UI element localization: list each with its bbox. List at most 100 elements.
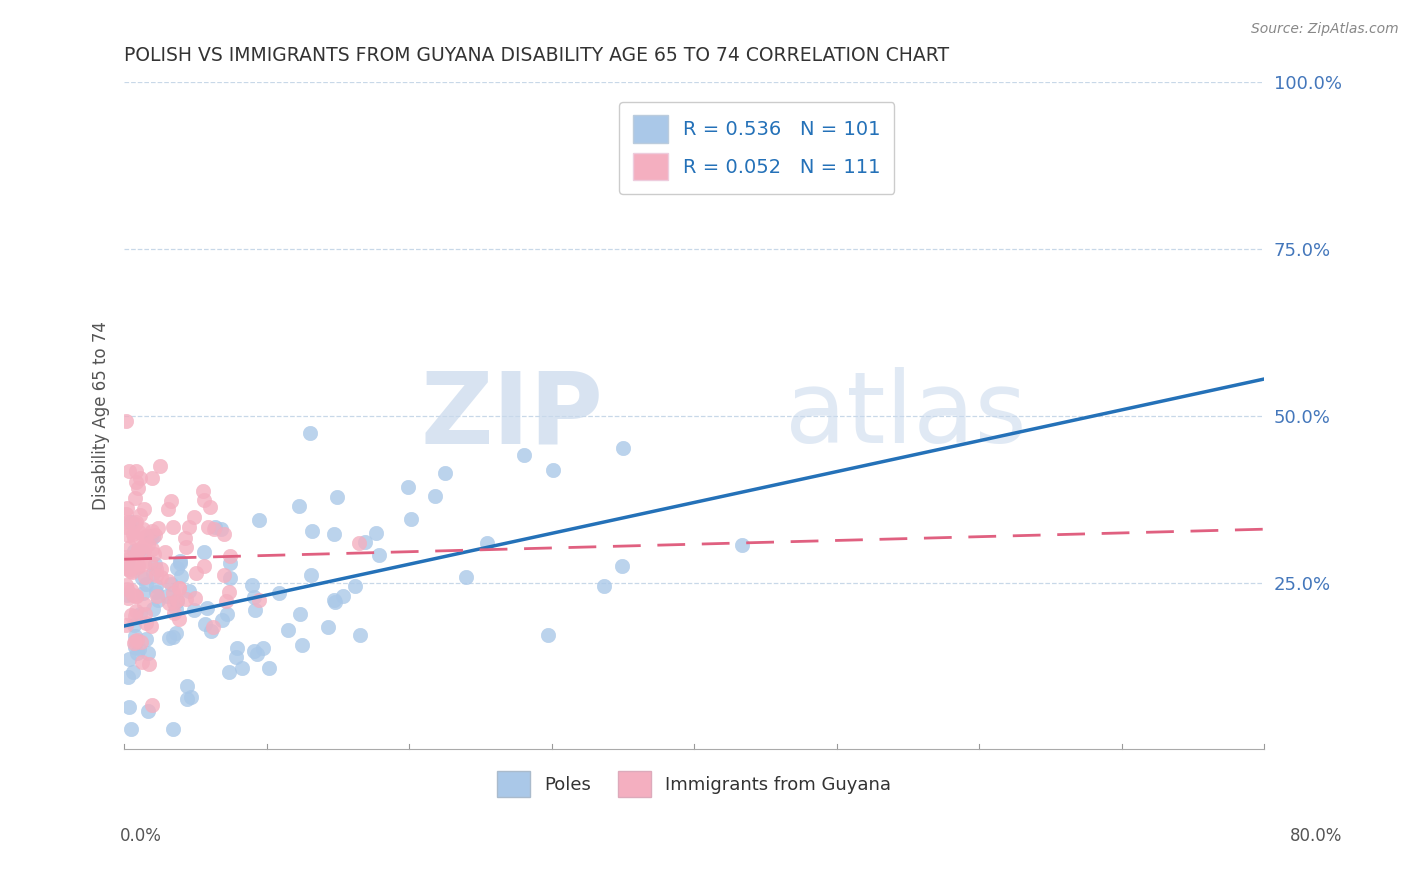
Point bbox=[163, 596, 186, 610]
Point bbox=[132, 502, 155, 516]
Point bbox=[122, 544, 145, 558]
Point bbox=[166, 592, 188, 607]
Point bbox=[243, 590, 266, 604]
Point bbox=[349, 627, 371, 641]
Point bbox=[124, 604, 146, 618]
Point bbox=[115, 556, 138, 570]
Point bbox=[118, 558, 141, 572]
Text: 80.0%: 80.0% bbox=[1291, 827, 1343, 845]
Point bbox=[138, 704, 160, 718]
Point bbox=[124, 636, 146, 650]
Point bbox=[202, 522, 225, 536]
Point bbox=[129, 607, 152, 621]
Text: POLISH VS IMMIGRANTS FROM GUYANA DISABILITY AGE 65 TO 74 CORRELATION CHART: POLISH VS IMMIGRANTS FROM GUYANA DISABIL… bbox=[124, 46, 949, 65]
Point bbox=[128, 524, 150, 539]
Point bbox=[179, 584, 201, 599]
Point bbox=[157, 596, 180, 610]
Point bbox=[142, 602, 165, 616]
Point bbox=[124, 608, 146, 623]
Point bbox=[162, 631, 184, 645]
Point bbox=[120, 723, 142, 737]
Point bbox=[131, 522, 153, 536]
Point bbox=[132, 586, 155, 600]
Point bbox=[134, 607, 156, 622]
Point bbox=[131, 571, 153, 585]
Point bbox=[156, 589, 179, 603]
Point bbox=[117, 591, 139, 606]
Point bbox=[115, 582, 138, 596]
Point bbox=[127, 543, 149, 558]
Point bbox=[115, 414, 138, 428]
Point bbox=[163, 606, 186, 620]
Point bbox=[124, 464, 146, 478]
Point bbox=[146, 589, 169, 603]
Point bbox=[127, 646, 149, 660]
Point bbox=[197, 520, 219, 534]
Point bbox=[156, 502, 179, 516]
Point bbox=[167, 612, 190, 626]
Point bbox=[124, 629, 146, 643]
Point bbox=[157, 574, 180, 588]
Point bbox=[132, 597, 155, 611]
Y-axis label: Disability Age 65 to 74: Disability Age 65 to 74 bbox=[93, 321, 110, 510]
Point bbox=[162, 520, 184, 534]
Point bbox=[125, 475, 148, 490]
Point bbox=[198, 500, 221, 514]
Point bbox=[136, 537, 159, 551]
Point bbox=[125, 632, 148, 647]
Point bbox=[122, 532, 145, 546]
Point bbox=[128, 508, 150, 522]
Point bbox=[155, 545, 177, 559]
Point bbox=[291, 638, 314, 652]
Point bbox=[214, 567, 236, 582]
Point bbox=[138, 657, 160, 671]
Point bbox=[167, 581, 190, 595]
Point bbox=[477, 535, 499, 549]
Point bbox=[195, 600, 218, 615]
Point bbox=[115, 520, 138, 534]
Point bbox=[162, 723, 184, 737]
Point bbox=[165, 626, 187, 640]
Point bbox=[115, 507, 138, 521]
Point bbox=[170, 569, 193, 583]
Point bbox=[183, 591, 205, 605]
Point bbox=[332, 589, 354, 603]
Point bbox=[399, 512, 422, 526]
Point bbox=[150, 562, 173, 576]
Point bbox=[128, 641, 150, 656]
Point bbox=[117, 515, 139, 529]
Point bbox=[166, 594, 188, 608]
Point bbox=[215, 594, 238, 608]
Point bbox=[347, 536, 370, 550]
Point bbox=[434, 466, 457, 480]
Point bbox=[122, 526, 145, 541]
Point bbox=[129, 471, 152, 485]
Point bbox=[117, 670, 139, 684]
Point bbox=[247, 513, 270, 527]
Point bbox=[174, 591, 197, 606]
Point bbox=[204, 519, 226, 533]
Point bbox=[142, 566, 165, 581]
Point bbox=[610, 559, 633, 574]
Point bbox=[135, 529, 157, 543]
Point bbox=[288, 499, 311, 513]
Point bbox=[146, 521, 169, 535]
Point bbox=[231, 661, 253, 675]
Point bbox=[176, 679, 198, 693]
Point bbox=[139, 555, 162, 569]
Point bbox=[122, 618, 145, 632]
Point bbox=[354, 535, 377, 549]
Point bbox=[127, 559, 149, 574]
Point bbox=[162, 586, 184, 600]
Point bbox=[246, 647, 269, 661]
Point bbox=[180, 690, 202, 704]
Point bbox=[211, 614, 233, 628]
Point bbox=[117, 528, 139, 542]
Point bbox=[252, 640, 274, 655]
Point bbox=[149, 458, 172, 473]
Point bbox=[240, 578, 263, 592]
Point bbox=[177, 520, 200, 534]
Point bbox=[118, 652, 141, 666]
Point bbox=[131, 655, 153, 669]
Point bbox=[157, 631, 180, 645]
